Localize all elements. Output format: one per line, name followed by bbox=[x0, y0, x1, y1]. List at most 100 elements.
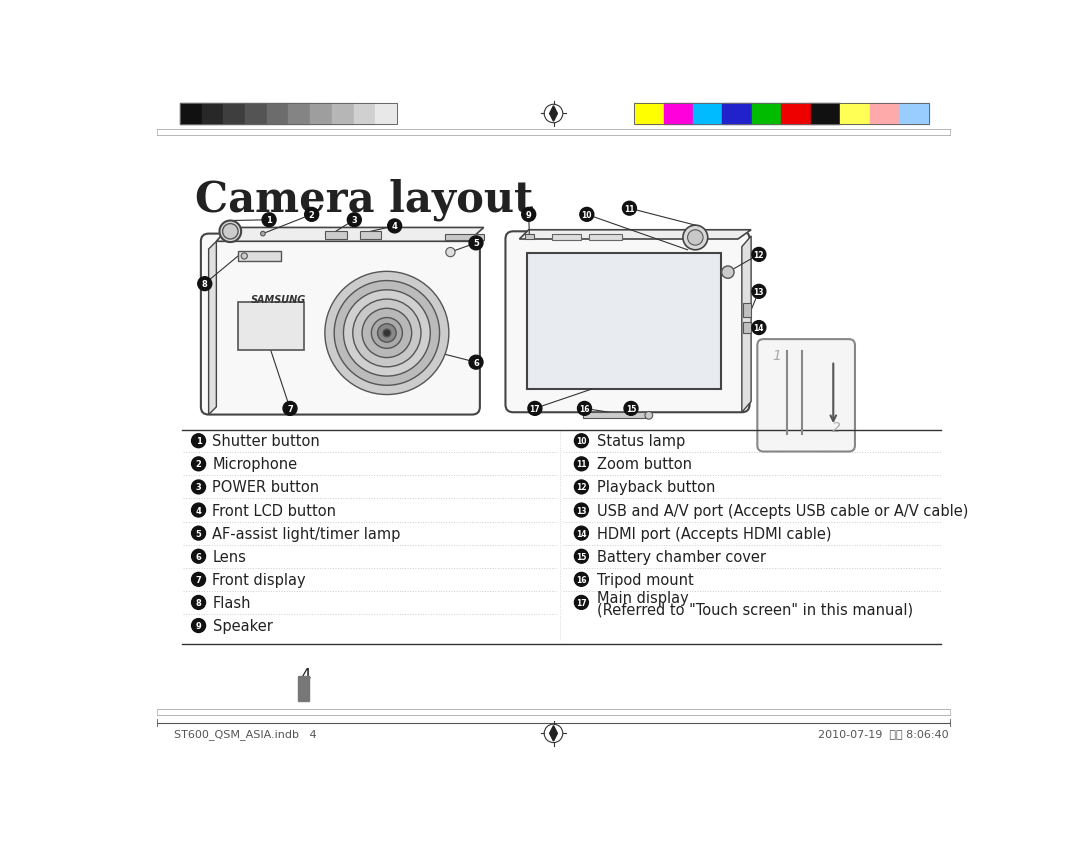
Text: Speaker: Speaker bbox=[213, 619, 272, 633]
Bar bbox=[202, 104, 224, 125]
Bar bbox=[525, 235, 535, 240]
Bar bbox=[527, 253, 721, 390]
Text: Camera layout: Camera layout bbox=[195, 178, 534, 220]
Circle shape bbox=[752, 248, 766, 262]
Circle shape bbox=[575, 596, 589, 609]
Text: 7: 7 bbox=[287, 404, 293, 414]
Bar bbox=[238, 252, 281, 262]
Bar bbox=[332, 104, 353, 125]
Bar bbox=[245, 104, 267, 125]
Text: 2: 2 bbox=[832, 421, 840, 435]
Text: HDMI port (Accepts HDMI cable): HDMI port (Accepts HDMI cable) bbox=[597, 526, 832, 541]
Text: 10: 10 bbox=[576, 436, 586, 446]
Bar bbox=[840, 104, 869, 125]
Bar bbox=[375, 104, 397, 125]
Text: Front display: Front display bbox=[213, 572, 306, 587]
Text: POWER button: POWER button bbox=[213, 480, 320, 495]
Circle shape bbox=[578, 402, 592, 416]
Polygon shape bbox=[550, 726, 557, 741]
Circle shape bbox=[219, 221, 241, 243]
Circle shape bbox=[241, 253, 247, 260]
Bar bbox=[752, 104, 781, 125]
Bar bbox=[310, 104, 332, 125]
Circle shape bbox=[191, 435, 205, 448]
Text: Status lamp: Status lamp bbox=[597, 434, 685, 449]
Circle shape bbox=[262, 214, 276, 227]
Text: Microphone: Microphone bbox=[213, 457, 298, 472]
Circle shape bbox=[752, 285, 766, 299]
Text: 15: 15 bbox=[577, 552, 586, 561]
Circle shape bbox=[522, 208, 536, 222]
Circle shape bbox=[575, 527, 589, 540]
Bar bbox=[552, 235, 581, 241]
Circle shape bbox=[305, 208, 319, 222]
Bar bbox=[288, 104, 310, 125]
Circle shape bbox=[575, 504, 589, 517]
Text: 1: 1 bbox=[773, 349, 782, 363]
Bar bbox=[811, 104, 840, 125]
Circle shape bbox=[688, 230, 703, 246]
Text: 3: 3 bbox=[351, 216, 357, 225]
Text: 12: 12 bbox=[576, 483, 586, 492]
Circle shape bbox=[622, 202, 636, 216]
Text: 1: 1 bbox=[195, 436, 202, 446]
Text: 11: 11 bbox=[624, 204, 635, 214]
Circle shape bbox=[362, 309, 411, 358]
Circle shape bbox=[191, 527, 205, 540]
Text: AF-assist light/timer lamp: AF-assist light/timer lamp bbox=[213, 526, 401, 541]
Circle shape bbox=[260, 232, 266, 236]
Text: 4: 4 bbox=[300, 666, 311, 684]
Text: ST600_QSM_ASIA.indb   4: ST600_QSM_ASIA.indb 4 bbox=[174, 728, 316, 738]
Text: 6: 6 bbox=[473, 358, 478, 367]
Circle shape bbox=[191, 549, 205, 564]
Text: 17: 17 bbox=[529, 404, 540, 414]
Text: 5: 5 bbox=[195, 529, 202, 538]
Text: 9: 9 bbox=[195, 621, 202, 630]
Bar bbox=[590, 235, 622, 241]
Polygon shape bbox=[519, 230, 751, 240]
Bar bbox=[298, 677, 309, 701]
Text: 8: 8 bbox=[195, 598, 202, 607]
Text: 5: 5 bbox=[473, 239, 478, 248]
Circle shape bbox=[353, 300, 421, 367]
Polygon shape bbox=[550, 106, 557, 122]
Bar bbox=[325, 232, 347, 240]
Text: 17: 17 bbox=[576, 598, 586, 607]
Text: 7: 7 bbox=[195, 575, 202, 584]
Text: 2010-07-19  오후 8:06:40: 2010-07-19 오후 8:06:40 bbox=[819, 728, 948, 738]
Text: 16: 16 bbox=[579, 404, 590, 414]
Bar bbox=[238, 303, 303, 350]
Text: 1: 1 bbox=[266, 216, 272, 225]
Text: 2: 2 bbox=[195, 460, 202, 468]
Bar bbox=[224, 104, 245, 125]
Circle shape bbox=[469, 236, 483, 251]
Text: (Referred to "Touch screen" in this manual): (Referred to "Touch screen" in this manu… bbox=[597, 602, 913, 616]
Circle shape bbox=[575, 457, 589, 471]
Text: 4: 4 bbox=[195, 506, 202, 515]
Circle shape bbox=[372, 318, 403, 349]
Circle shape bbox=[348, 214, 362, 227]
Text: Battery chamber cover: Battery chamber cover bbox=[597, 549, 766, 564]
Circle shape bbox=[191, 480, 205, 495]
Text: 16: 16 bbox=[576, 575, 586, 584]
Text: Lens: Lens bbox=[213, 549, 246, 564]
Bar bbox=[743, 304, 751, 317]
Circle shape bbox=[378, 324, 396, 343]
Bar bbox=[353, 104, 375, 125]
Circle shape bbox=[191, 619, 205, 633]
Text: 6: 6 bbox=[195, 552, 202, 561]
Text: SAMSUNG: SAMSUNG bbox=[252, 295, 307, 305]
Bar bbox=[267, 104, 288, 125]
Circle shape bbox=[388, 219, 402, 234]
FancyBboxPatch shape bbox=[757, 339, 855, 452]
Circle shape bbox=[721, 267, 734, 279]
Text: 10: 10 bbox=[581, 211, 592, 219]
Circle shape bbox=[528, 402, 542, 416]
Circle shape bbox=[446, 248, 455, 257]
Circle shape bbox=[334, 281, 440, 386]
Bar bbox=[743, 322, 751, 333]
Text: 13: 13 bbox=[576, 506, 586, 515]
Circle shape bbox=[198, 278, 212, 291]
Circle shape bbox=[683, 226, 707, 251]
Bar bbox=[634, 104, 663, 125]
